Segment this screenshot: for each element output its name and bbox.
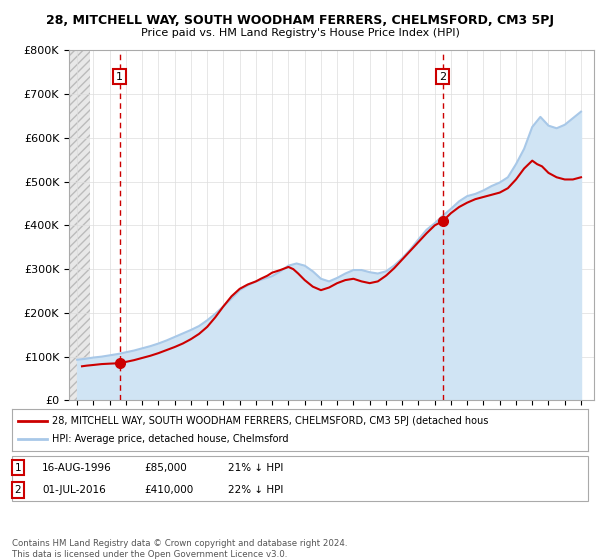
Text: Price paid vs. HM Land Registry's House Price Index (HPI): Price paid vs. HM Land Registry's House …	[140, 28, 460, 38]
Bar	[69, 50, 90, 400]
Text: 01-JUL-2016: 01-JUL-2016	[42, 485, 106, 495]
Text: 1: 1	[116, 72, 123, 82]
Text: 22% ↓ HPI: 22% ↓ HPI	[228, 485, 283, 495]
Text: £410,000: £410,000	[144, 485, 193, 495]
Text: 2: 2	[14, 485, 22, 495]
Text: 21% ↓ HPI: 21% ↓ HPI	[228, 463, 283, 473]
Text: 28, MITCHELL WAY, SOUTH WOODHAM FERRERS, CHELMSFORD, CM3 5PJ: 28, MITCHELL WAY, SOUTH WOODHAM FERRERS,…	[46, 14, 554, 27]
Text: Contains HM Land Registry data © Crown copyright and database right 2024.
This d: Contains HM Land Registry data © Crown c…	[12, 539, 347, 559]
Text: HPI: Average price, detached house, Chelmsford: HPI: Average price, detached house, Chel…	[52, 434, 289, 444]
Text: 28, MITCHELL WAY, SOUTH WOODHAM FERRERS, CHELMSFORD, CM3 5PJ (detached hous: 28, MITCHELL WAY, SOUTH WOODHAM FERRERS,…	[52, 416, 488, 426]
Text: 1: 1	[14, 463, 22, 473]
Text: 16-AUG-1996: 16-AUG-1996	[42, 463, 112, 473]
Text: £85,000: £85,000	[144, 463, 187, 473]
Text: 2: 2	[439, 72, 446, 82]
